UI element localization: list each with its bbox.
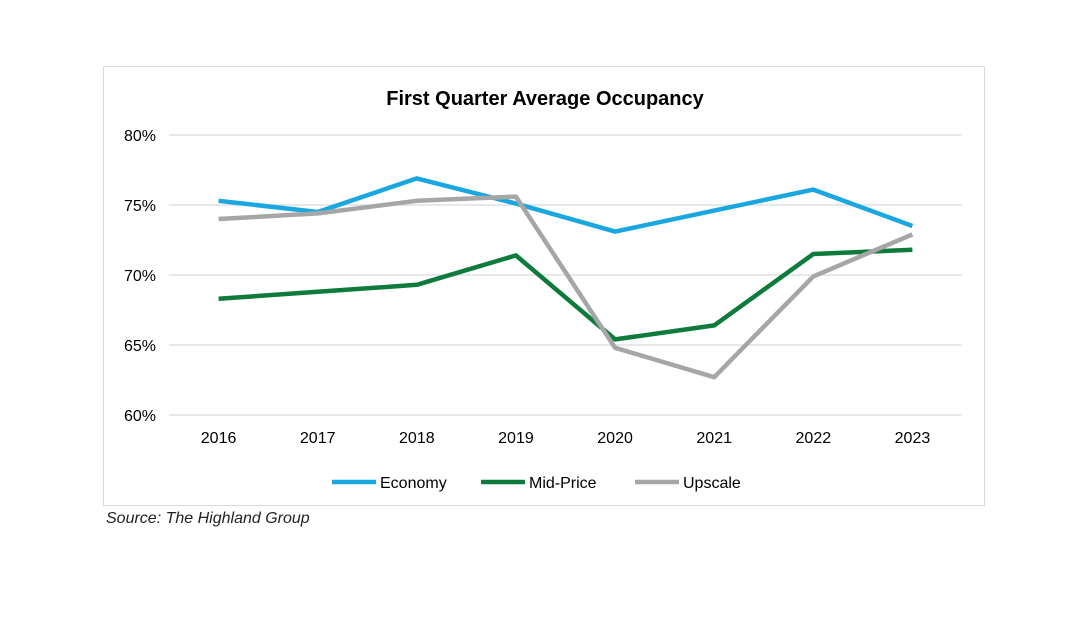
chart-container: First Quarter Average Occupancy 60% 65% 70…	[103, 66, 985, 506]
legend-label: Upscale	[683, 475, 741, 492]
series-line-upscale	[218, 194, 914, 380]
x-tick-label: 2020	[597, 430, 633, 447]
legend-label: Mid-Price	[529, 475, 597, 492]
series-lines	[218, 176, 914, 380]
y-tick-label: 70%	[124, 268, 156, 285]
chart-title: First Quarter Average Occupancy	[386, 88, 704, 110]
series-line-mid-price	[218, 247, 913, 342]
x-tick-label: 2022	[796, 430, 832, 447]
x-axis: 2016 2017 2018 2019 2020 2021 2022 2023	[201, 430, 931, 447]
legend: Economy Mid-Price Upscale	[332, 475, 741, 492]
y-tick-label: 65%	[124, 338, 156, 355]
x-tick-label: 2019	[498, 430, 534, 447]
source-note: Source: The Highland Group	[106, 510, 310, 527]
x-tick-label: 2023	[895, 430, 931, 447]
legend-label: Economy	[380, 475, 447, 492]
y-tick-label: 60%	[124, 408, 156, 425]
y-tick-label: 75%	[124, 198, 156, 215]
line-chart: First Quarter Average Occupancy 60% 65% 70…	[124, 88, 962, 492]
y-axis: 60% 65% 70% 75% 80%	[124, 128, 156, 425]
x-tick-label: 2016	[201, 430, 237, 447]
legend-item-upscale: Upscale	[635, 475, 741, 492]
x-tick-label: 2021	[696, 430, 732, 447]
y-tick-label: 80%	[124, 128, 156, 145]
x-tick-label: 2017	[300, 430, 336, 447]
legend-item-mid-price: Mid-Price	[481, 475, 597, 492]
legend-item-economy: Economy	[332, 475, 447, 492]
series-line-economy	[218, 176, 914, 234]
x-tick-label: 2018	[399, 430, 435, 447]
